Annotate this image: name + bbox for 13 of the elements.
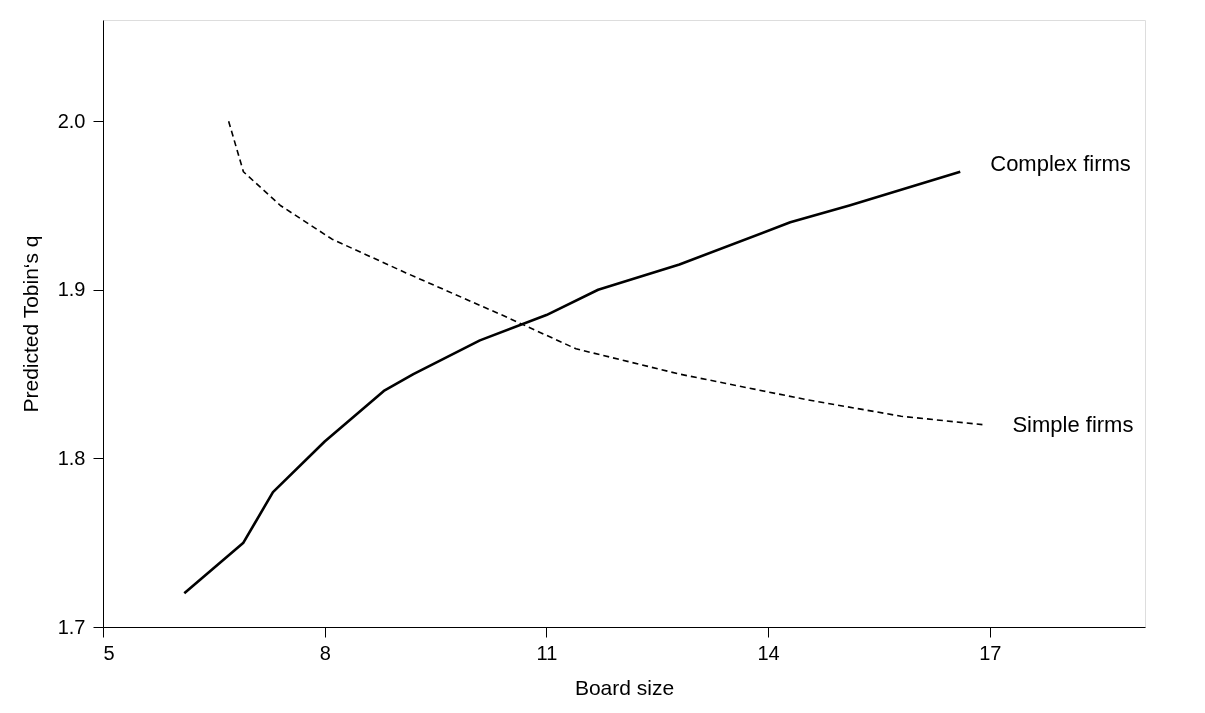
x-axis-title: Board size (574, 675, 675, 699)
x-tick-label: 17 (979, 641, 1002, 664)
x-tick-label: 14 (757, 641, 780, 664)
y-tick-label: 2.0 (57, 109, 86, 132)
series-label: Complex firms (990, 150, 1131, 176)
y-axis-title: Predicted Tobin‘s q (18, 235, 42, 413)
y-tick-label: 1.7 (57, 615, 86, 638)
y-tick-label: 1.9 (57, 278, 86, 301)
x-tick-label: 8 (319, 641, 331, 664)
x-tick-label: 5 (103, 641, 115, 664)
y-tick-label: 1.8 (57, 446, 86, 469)
series-label: Simple firms (1012, 411, 1134, 437)
x-tick-label: 11 (536, 641, 558, 664)
